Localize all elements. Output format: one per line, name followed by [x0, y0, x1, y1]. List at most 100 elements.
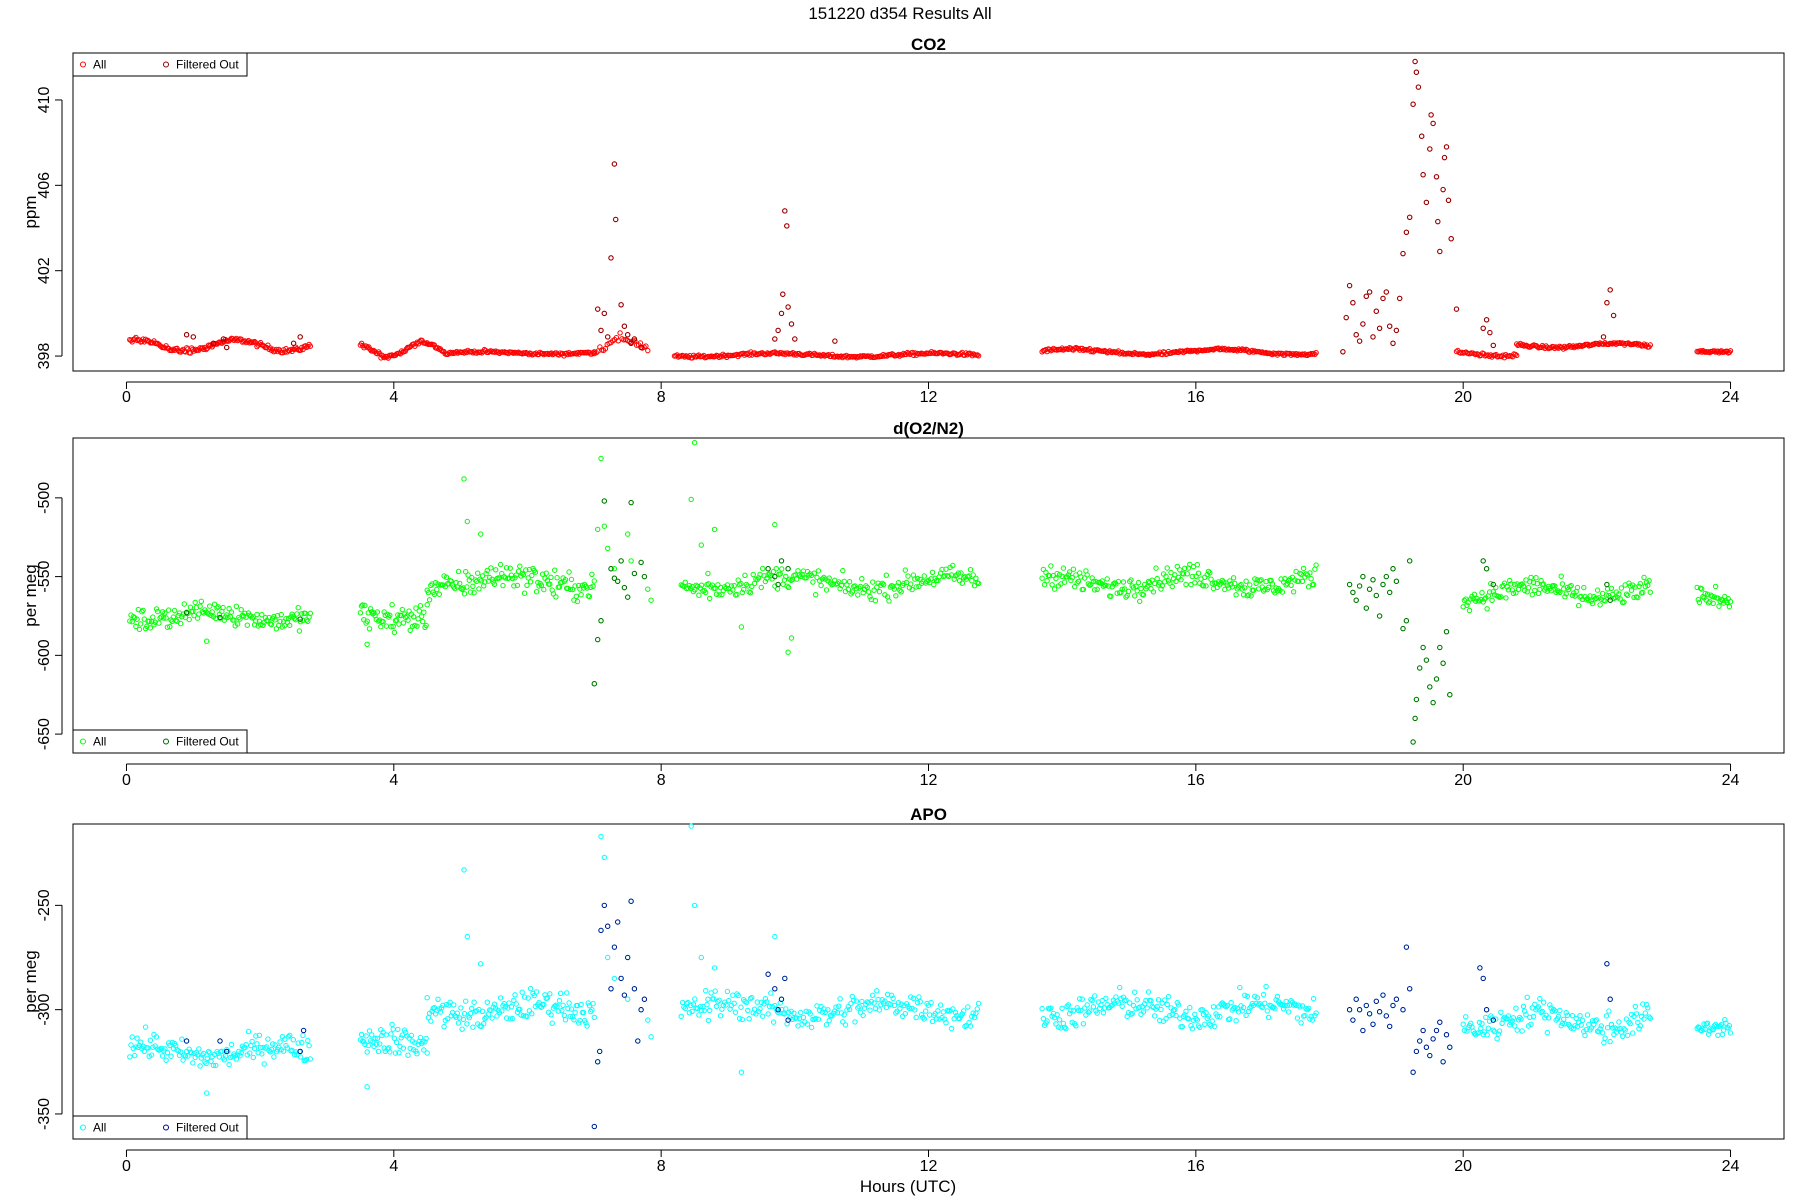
data-point	[204, 638, 210, 644]
filtered-point	[1346, 581, 1353, 588]
data-point	[1535, 1004, 1542, 1010]
data-point	[291, 615, 298, 622]
data-point	[1582, 1032, 1588, 1039]
data-point	[741, 586, 747, 593]
data-point	[524, 582, 530, 588]
data-point	[261, 1061, 267, 1067]
data-point	[1172, 572, 1178, 578]
data-point	[1073, 1023, 1079, 1029]
data-point	[678, 1013, 684, 1019]
filtered-point	[1410, 1069, 1416, 1075]
data-point	[783, 1006, 789, 1012]
data-point	[836, 1003, 842, 1009]
data-point	[418, 613, 425, 619]
filtered-point	[605, 334, 611, 340]
filtered-point	[1390, 566, 1396, 572]
data-point	[307, 1056, 313, 1062]
filtered-point	[1410, 739, 1416, 745]
data-point	[1268, 577, 1274, 584]
data-point	[1533, 575, 1539, 581]
filtered-point	[1350, 300, 1356, 306]
data-point	[1046, 573, 1053, 579]
filtered-point	[605, 923, 611, 929]
data-point	[943, 1020, 949, 1026]
data-point	[1120, 579, 1127, 585]
data-point	[803, 1008, 809, 1014]
data-point	[584, 585, 590, 591]
data-point	[525, 351, 532, 358]
data-point	[1484, 606, 1490, 612]
data-point	[1263, 349, 1269, 356]
data-point	[1209, 580, 1216, 587]
data-point	[1090, 1004, 1097, 1010]
filtered-point	[1487, 329, 1493, 336]
data-point	[735, 992, 741, 999]
data-point	[1209, 1018, 1216, 1024]
data-point	[793, 1015, 800, 1021]
data-point	[1555, 1013, 1562, 1020]
data-point	[1128, 577, 1134, 583]
filtered-point	[625, 954, 631, 961]
data-point	[197, 1063, 203, 1069]
data-point	[141, 1048, 148, 1055]
data-point	[1300, 565, 1307, 572]
data-point	[460, 1016, 466, 1023]
data-point	[1310, 581, 1317, 588]
data-point	[1165, 993, 1172, 1000]
data-point	[605, 954, 611, 961]
data-point	[1499, 1020, 1505, 1026]
data-point	[1185, 1016, 1192, 1022]
filtered-point	[775, 327, 781, 334]
data-point	[1602, 598, 1608, 604]
filtered-point	[1490, 1017, 1496, 1023]
data-point	[529, 572, 535, 579]
data-point	[1039, 575, 1045, 581]
data-point	[948, 1025, 955, 1032]
data-point	[1563, 1010, 1569, 1016]
data-point	[511, 583, 517, 589]
data-point	[410, 614, 417, 620]
data-point	[921, 1016, 927, 1022]
data-point	[1109, 584, 1115, 590]
data-point	[484, 567, 490, 574]
data-point	[682, 579, 688, 585]
data-point	[405, 617, 411, 623]
data-point	[1498, 1009, 1504, 1015]
data-point	[554, 575, 560, 581]
data-point	[186, 1046, 192, 1052]
filtered-point	[1410, 101, 1416, 107]
data-point	[704, 1001, 710, 1008]
data-point	[825, 1007, 831, 1013]
filtered-point	[784, 223, 790, 229]
data-point	[387, 612, 393, 618]
data-point	[250, 1054, 257, 1061]
filtered-point	[224, 344, 230, 351]
data-point	[435, 581, 441, 587]
data-point	[1640, 1001, 1646, 1007]
data-point	[1513, 1005, 1519, 1011]
data-point	[758, 999, 764, 1005]
data-point	[853, 998, 860, 1004]
data-point	[1055, 1024, 1062, 1030]
data-point	[1603, 1013, 1610, 1019]
data-point	[548, 1012, 554, 1018]
data-point	[1493, 1016, 1499, 1022]
data-point	[155, 608, 161, 615]
data-point	[1602, 1035, 1608, 1041]
data-point	[883, 1004, 889, 1011]
data-point	[914, 999, 921, 1006]
data-point	[420, 618, 426, 625]
data-point	[867, 354, 874, 360]
y-tick-label: -250	[36, 889, 53, 921]
data-point	[738, 1069, 745, 1075]
filtered-point	[1400, 250, 1406, 257]
data-point	[1540, 999, 1547, 1005]
data-point	[855, 1005, 861, 1011]
data-point	[1573, 1015, 1579, 1022]
x-tick-label: 12	[920, 1158, 938, 1175]
data-point	[1609, 341, 1616, 347]
data-point	[1066, 569, 1073, 575]
data-point	[839, 354, 846, 361]
data-point	[1607, 1038, 1613, 1045]
